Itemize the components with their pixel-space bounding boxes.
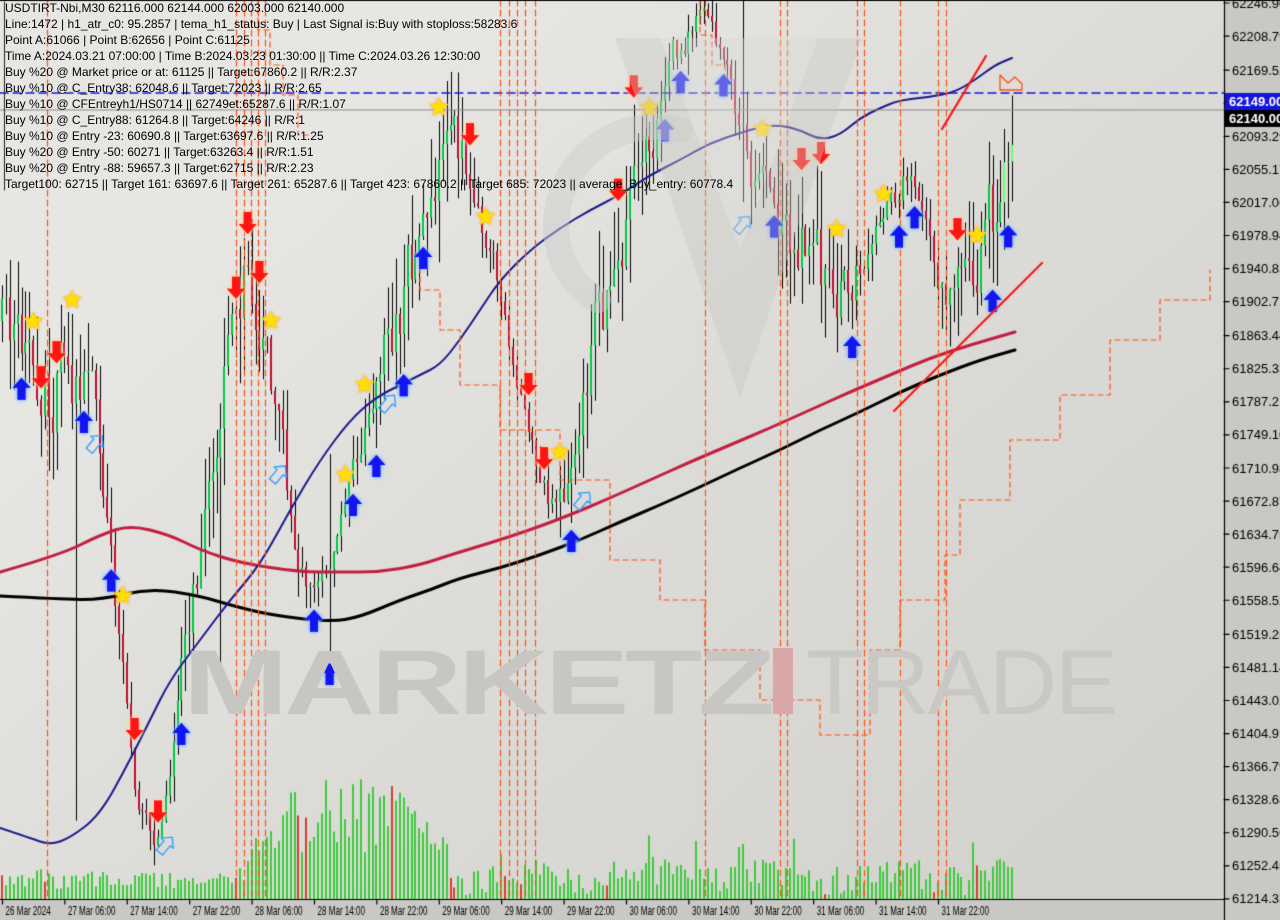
svg-text:Time A:2024.03.21 07:00:00 | T: Time A:2024.03.21 07:00:00 | Time B:2024… <box>5 49 481 63</box>
svg-text:Target100: 62715 || Target 161: Target100: 62715 || Target 161: 63697.6 … <box>5 177 733 191</box>
svg-text:Buy %10 @ C_Entry38: 62048.6 |: Buy %10 @ C_Entry38: 62048.6 || Target:7… <box>5 81 322 95</box>
svg-text:Buy %20 @ Entry -50: 60271 ||: Buy %20 @ Entry -50: 60271 || Target:632… <box>5 145 314 159</box>
svg-text:Buy %20 @ Entry -88: 59657.3 |: Buy %20 @ Entry -88: 59657.3 || Target:6… <box>5 161 314 175</box>
svg-text:Buy %10 @ Entry -23: 60690.8 |: Buy %10 @ Entry -23: 60690.8 || Target:6… <box>5 129 324 143</box>
svg-text:Buy %20 @ Market price or at:: Buy %20 @ Market price or at: 61125 || T… <box>5 65 358 79</box>
svg-text:Buy %10 @ CFEntreyh1/HS0714 ||: Buy %10 @ CFEntreyh1/HS0714 || 62749et:6… <box>5 97 346 111</box>
svg-text:USDTIRT-Nbi,M30 62116.000 621: USDTIRT-Nbi,M30 62116.000 62144.000 6200… <box>5 1 344 15</box>
svg-text:TRADE: TRADE <box>806 632 1116 734</box>
svg-text:MARKETZ: MARKETZ <box>183 632 772 734</box>
svg-text:Line:1472 | h1_atr_c0: 95.2857: Line:1472 | h1_atr_c0: 95.2857 | tema_h1… <box>5 17 518 31</box>
svg-text:Point A:61066 | Point B:62656: Point A:61066 | Point B:62656 | Point C:… <box>5 33 250 47</box>
svg-text:Buy %10 @ C_Entry88: 61264.8 |: Buy %10 @ C_Entry88: 61264.8 || Target:6… <box>5 113 305 127</box>
